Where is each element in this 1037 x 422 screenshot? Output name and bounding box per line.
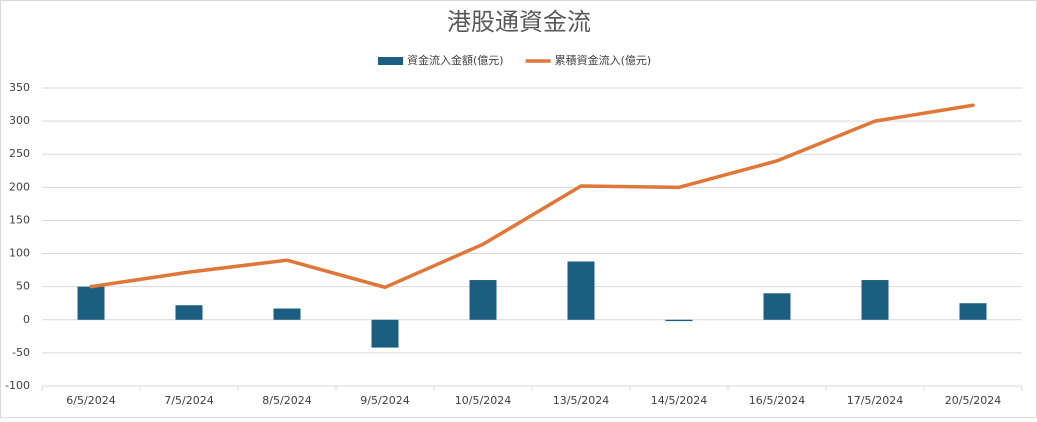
y-tick-label: 150 xyxy=(9,213,30,226)
y-tick-label: 0 xyxy=(23,313,30,326)
y-tick-label: 50 xyxy=(16,280,30,293)
x-tick-label: 10/5/2024 xyxy=(455,394,511,407)
x-tick-label: 17/5/2024 xyxy=(847,394,903,407)
line xyxy=(89,103,975,290)
y-tick-label: 200 xyxy=(9,180,30,193)
x-tick-label: 14/5/2024 xyxy=(651,394,707,407)
bar xyxy=(371,319,399,348)
x-tick-label: 6/5/2024 xyxy=(66,394,115,407)
y-tick-label: 300 xyxy=(9,114,30,127)
bar xyxy=(273,308,301,320)
bar xyxy=(861,280,889,320)
y-tick-label: -50 xyxy=(12,346,30,359)
bar xyxy=(959,303,987,320)
x-tick-label: 20/5/2024 xyxy=(945,394,1001,407)
x-tick-label: 16/5/2024 xyxy=(749,394,805,407)
bar xyxy=(763,293,791,320)
chart-title: 港股通資金流 xyxy=(447,8,591,36)
legend-label: 資金流入金額(億元) xyxy=(407,53,504,67)
legend-label: 累積資金流入(億元) xyxy=(555,53,652,67)
x-tick-label: 7/5/2024 xyxy=(164,394,213,407)
x-tick-label: 8/5/2024 xyxy=(262,394,311,407)
y-tick-label: 100 xyxy=(9,247,30,260)
y-tick-label: 350 xyxy=(9,81,30,94)
x-tick-label: 9/5/2024 xyxy=(360,394,409,407)
x-tick-label: 13/5/2024 xyxy=(553,394,609,407)
bar xyxy=(665,319,693,322)
bar xyxy=(175,305,203,320)
bar xyxy=(567,261,595,320)
bar xyxy=(469,280,497,320)
y-tick-label: 250 xyxy=(9,147,30,160)
bar xyxy=(77,286,105,320)
legend-swatch xyxy=(378,57,403,65)
y-tick-label: -100 xyxy=(5,379,30,392)
